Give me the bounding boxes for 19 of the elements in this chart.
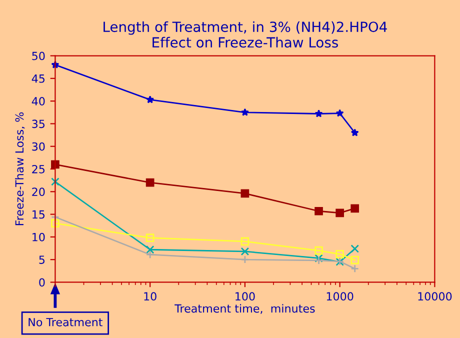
x-tick-label: 100: [236, 292, 255, 301]
x-tick-label: 10000: [418, 292, 452, 301]
y-tick-label: 20: [32, 188, 45, 196]
x-tick-label: 10: [144, 292, 156, 301]
y-axis-title: Freeze-Thaw Loss, %: [15, 112, 25, 226]
y-tick-label: 10: [32, 232, 45, 242]
chart-title: Length of Treatment, in 3% (NH4)2.HPO4 Effect on Freeze-Thaw Loss: [104, 21, 387, 48]
text: No Treatment: [28, 318, 102, 326]
y-tick-label: 35: [32, 120, 45, 128]
x-tick-label: 1000: [326, 292, 354, 301]
y-tick-label: 45: [32, 74, 45, 83]
y-tick-label: 15: [32, 210, 45, 219]
y-tick-label: 0: [39, 278, 45, 287]
x-axis-title: Treatment time, minutes: [174, 304, 315, 314]
y-tick-label: 5: [39, 256, 45, 264]
y-tick-label: 50: [32, 52, 45, 60]
y-tick-label: 30: [32, 142, 45, 151]
y-tick-label: 40: [32, 97, 45, 106]
y-tick-label: 25: [32, 164, 45, 174]
